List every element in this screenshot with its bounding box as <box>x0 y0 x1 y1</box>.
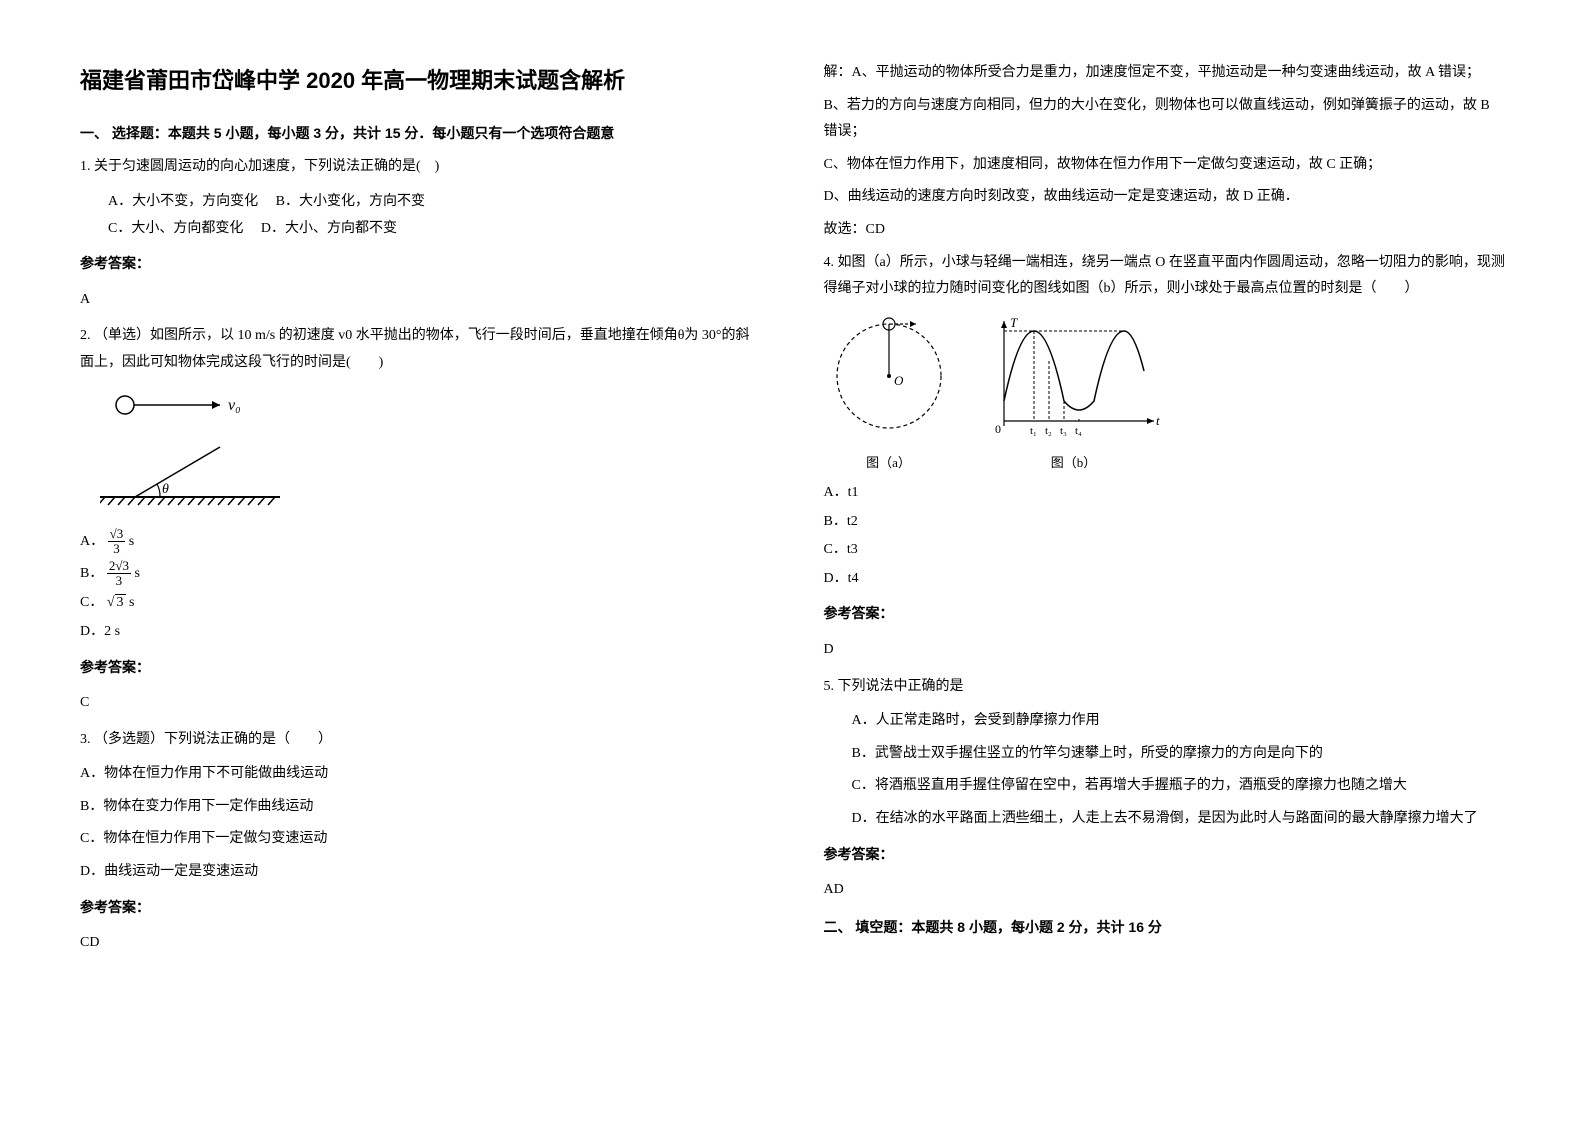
q3-ans: CD <box>80 930 764 957</box>
q3-optC: C．物体在恒力作用下一定做匀变速运动 <box>80 826 764 853</box>
q4-fig-a: O 图（a） <box>824 311 954 476</box>
q3-optB: B．物体在变力作用下一定作曲线运动 <box>80 794 764 821</box>
explain-B: B、若力的方向与速度方向相同，但力的大小在变化，则物体也可以做直线运动，例如弹簧… <box>824 93 1508 146</box>
q4-axis0: 0 <box>995 422 1001 436</box>
q4-t2: t₂ <box>1045 425 1052 437</box>
q2-fracB-num: 3 <box>122 558 129 573</box>
q4-optB: B．t2 <box>824 509 1508 536</box>
q1-optC: C．大小、方向都变化 <box>108 221 243 236</box>
q2-fracA-den: 3 <box>108 542 126 556</box>
q2-optC-prefix: C． <box>80 595 103 610</box>
explain-choose: 故选：CD <box>824 217 1508 244</box>
q2-optC-root: 3 <box>115 594 126 610</box>
page-title: 福建省莆田市岱峰中学 2020 年高一物理期末试题含解析 <box>80 60 764 102</box>
q3-stem: 3. （多选题）下列说法正确的是（ ） <box>80 727 764 754</box>
q2-stem: 2. （单选）如图所示，以 10 m/s 的初速度 v0 水平抛出的物体，飞行一… <box>80 323 764 376</box>
q4-figB-label: 图（b） <box>984 451 1164 476</box>
q4-O-label: O <box>894 373 904 388</box>
explain-D: D、曲线运动的速度方向时刻改变，故曲线运动一定是变速运动，故 D 正确． <box>824 184 1508 211</box>
q2-optA-suffix: s <box>129 534 134 549</box>
q2-ans: C <box>80 690 764 717</box>
q5-optB: B．武警战士双手握住竖立的竹竿匀速攀上时，所受的摩擦力的方向是向下的 <box>824 741 1508 768</box>
q4-figA-label: 图（a） <box>824 451 954 476</box>
q2-optA: A． √33 s <box>80 527 764 557</box>
q5-stem: 5. 下列说法中正确的是 <box>824 674 1508 701</box>
q2-options: A． √33 s B． 2√33 s C． √3 s D．2 s <box>80 527 764 645</box>
q1-ans: A <box>80 287 764 314</box>
left-column: 福建省莆田市岱峰中学 2020 年高一物理期末试题含解析 一、 选择题：本题共 … <box>80 60 764 967</box>
q1-ans-head: 参考答案： <box>80 252 764 279</box>
q2-diagram: v₀ θ <box>100 387 764 518</box>
q2-v0-label: v₀ <box>228 397 241 414</box>
q4-optA: A．t1 <box>824 480 1508 507</box>
q2-optD: D．2 s <box>80 619 764 646</box>
explain-C: C、物体在恒力作用下，加速度相同，故物体在恒力作用下一定做匀变速运动，故 C 正… <box>824 152 1508 179</box>
q2-optB-suffix: s <box>134 566 139 581</box>
q3-optD: D．曲线运动一定是变速运动 <box>80 859 764 886</box>
q4-axist: t <box>1156 413 1160 428</box>
q2-optB-prefix: B． <box>80 566 103 581</box>
q2-ans-head: 参考答案： <box>80 656 764 683</box>
q4-figures: O 图（a） T t 0 <box>824 311 1508 476</box>
q3-ans-head: 参考答案： <box>80 896 764 923</box>
q2-optC-suffix: s <box>129 595 134 610</box>
q2-optC: C． √3 s <box>80 590 764 617</box>
section1-heading: 一、 选择题：本题共 5 小题，每小题 3 分，共计 15 分．每小题只有一个选… <box>80 120 764 147</box>
q4-t4: t₄ <box>1075 425 1082 437</box>
q1-options: A．大小不变，方向变化 B．大小变化，方向不变 C．大小、方向都变化 D．大小、… <box>80 189 764 242</box>
q5-ans-head: 参考答案： <box>824 843 1508 870</box>
q1-optA: A．大小不变，方向变化 <box>108 194 258 209</box>
q4-optC: C．t3 <box>824 537 1508 564</box>
q4-t3: t₃ <box>1060 425 1067 437</box>
q5-optA: A．人正常走路时，会受到静摩擦力作用 <box>824 708 1508 735</box>
q2-theta-label: θ <box>162 482 169 497</box>
q2-fracB-den: 3 <box>107 574 131 588</box>
q1-stem: 1. 关于匀速圆周运动的向心加速度，下列说法正确的是( ) <box>80 154 764 181</box>
q1-optB: B．大小变化，方向不变 <box>276 194 425 209</box>
page-container: 福建省莆田市岱峰中学 2020 年高一物理期末试题含解析 一、 选择题：本题共 … <box>80 60 1507 967</box>
q4-ans: D <box>824 637 1508 664</box>
q4-fig-b: T t 0 t₁ t₂ t₃ t₄ 图（b） <box>984 311 1164 476</box>
q5-ans: AD <box>824 877 1508 904</box>
explain-A: 解：A、平抛运动的物体所受合力是重力，加速度恒定不变，平抛运动是一种匀变速曲线运… <box>824 60 1508 87</box>
q2-optA-prefix: A． <box>80 534 104 549</box>
q2-fracB-pre: 2 <box>109 558 116 573</box>
q1-optD: D．大小、方向都不变 <box>261 221 397 236</box>
q4-options: A．t1 B．t2 C．t3 D．t4 <box>824 480 1508 592</box>
q4-t1: t₁ <box>1030 425 1037 437</box>
q5-optD: D．在结冰的水平路面上洒些细土，人走上去不易滑倒，是因为此时人与路面间的最大静摩… <box>824 806 1508 833</box>
section2-heading: 二、 填空题：本题共 8 小题，每小题 2 分，共计 16 分 <box>824 914 1508 941</box>
q5-optC: C．将酒瓶竖直用手握住停留在空中，若再增大手握瓶子的力，酒瓶受的摩擦力也随之增大 <box>824 773 1508 800</box>
q2-optB: B． 2√33 s <box>80 559 764 589</box>
q4-ans-head: 参考答案： <box>824 602 1508 629</box>
q4-stem: 4. 如图（a）所示，小球与轻绳一端相连，绕另一端点 O 在竖直平面内作圆周运动… <box>824 250 1508 303</box>
q4-axisT: T <box>1010 315 1018 330</box>
q2-fracA-num: 3 <box>117 526 124 541</box>
q4-optD: D．t4 <box>824 566 1508 593</box>
q3-optA: A．物体在恒力作用下不可能做曲线运动 <box>80 761 764 788</box>
right-column: 解：A、平抛运动的物体所受合力是重力，加速度恒定不变，平抛运动是一种匀变速曲线运… <box>824 60 1508 967</box>
